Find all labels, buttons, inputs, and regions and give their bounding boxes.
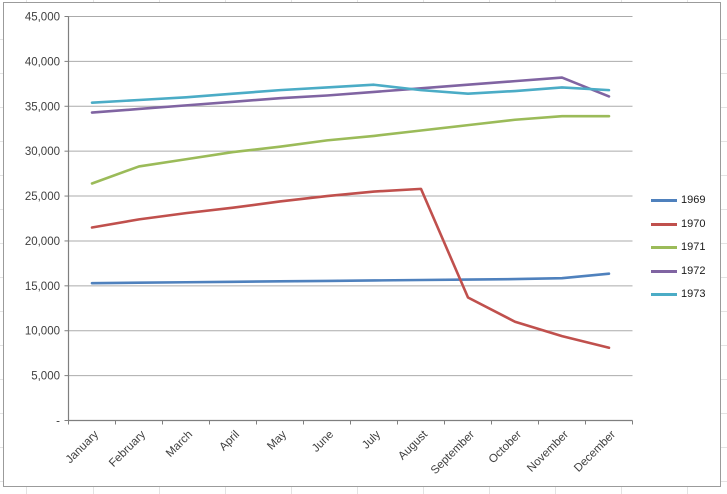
x-tick-label: March: [164, 429, 195, 460]
legend-label: 1969: [681, 194, 706, 207]
chart-frame: [3, 2, 721, 487]
x-tick-label: February: [107, 428, 148, 469]
legend-swatch-1973: [651, 293, 677, 297]
axes: [64, 16, 633, 425]
x-tick-label: September: [429, 429, 477, 477]
legend-item-1972[interactable]: 1972: [651, 260, 705, 284]
y-tick-label: 45,000: [25, 12, 60, 24]
series-lines: [90, 76, 611, 350]
legend-item-1971[interactable]: 1971: [651, 236, 705, 260]
x-tick-label: August: [396, 428, 430, 462]
y-tick-label: 40,000: [25, 56, 60, 68]
x-tick-label: January: [64, 428, 102, 466]
legend-swatch-1972: [651, 269, 677, 273]
legend: 1969 1970 1971 1972 1973: [651, 189, 705, 307]
x-tick-label: May: [265, 428, 289, 452]
series-line-1971[interactable]: [90, 114, 611, 185]
y-tick-label: 20,000: [25, 236, 60, 248]
gridlines: [68, 16, 633, 377]
legend-label: 1971: [681, 241, 706, 254]
y-tick-label: 15,000: [25, 281, 60, 293]
y-tick-label: 35,000: [25, 101, 60, 113]
y-tick-label: -: [56, 416, 60, 428]
legend-label: 1973: [681, 288, 706, 301]
y-tick-label: 5,000: [31, 371, 60, 383]
legend-item-1969[interactable]: 1969: [651, 189, 705, 213]
legend-item-1970[interactable]: 1970: [651, 213, 705, 237]
y-axis-tick-labels: 45,000 40,000 35,000 30,000 25,000 20,000 15,0…: [25, 12, 60, 428]
series-line-1969[interactable]: [90, 272, 611, 285]
y-tick-label: 30,000: [25, 146, 60, 158]
series-line-1970[interactable]: [90, 187, 611, 350]
y-tick-label: 10,000: [25, 326, 60, 338]
series-line-1972[interactable]: [90, 76, 611, 114]
x-tick-label: April: [217, 429, 242, 454]
x-tick-label: June: [310, 429, 336, 455]
legend-swatch-1969: [651, 199, 677, 203]
legend-item-1973[interactable]: 1973: [651, 283, 705, 307]
x-tick-label: November: [525, 429, 571, 475]
legend-label: 1970: [681, 217, 706, 230]
series-line-1973[interactable]: [90, 83, 611, 104]
legend-swatch-1971: [651, 246, 677, 250]
legend-swatch-1970: [651, 222, 677, 226]
x-tick-label: October: [487, 429, 525, 467]
legend-label: 1972: [681, 264, 706, 277]
x-tick-label: December: [572, 429, 618, 475]
x-axis-month-labels: January February March April May June July Augu…: [64, 428, 619, 477]
y-tick-label: 25,000: [25, 191, 60, 203]
x-tick-label: July: [360, 428, 383, 451]
